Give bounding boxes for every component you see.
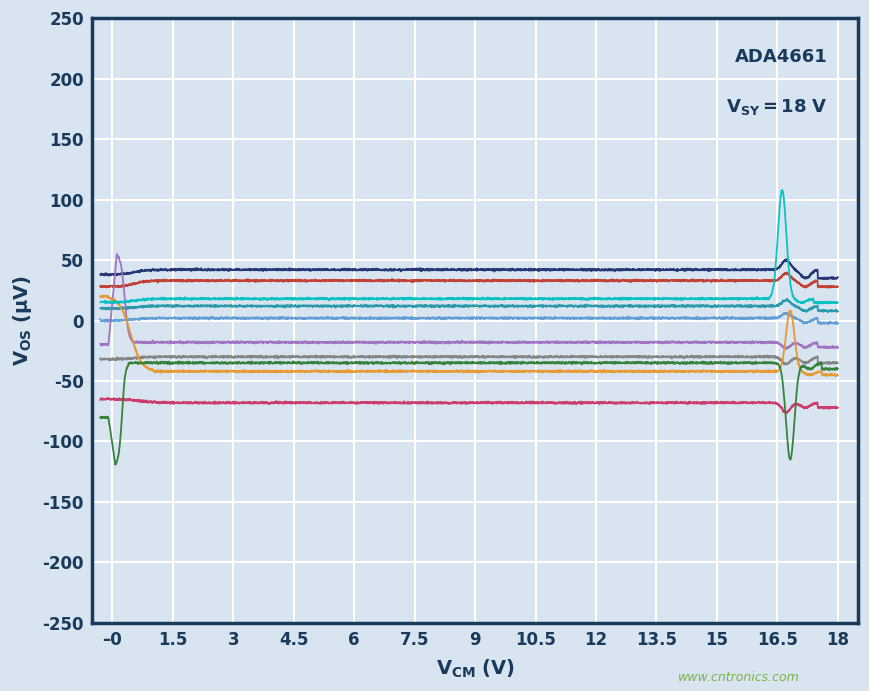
X-axis label: $\mathbf{V_{CM}\ (V)}$: $\mathbf{V_{CM}\ (V)}$	[435, 658, 514, 680]
Text: ADA4661: ADA4661	[734, 48, 827, 66]
Text: www.cntronics.com: www.cntronics.com	[678, 671, 799, 684]
Text: $\mathbf{V_{SY} = 18\ V}$: $\mathbf{V_{SY} = 18\ V}$	[726, 97, 827, 117]
Y-axis label: $\mathbf{V_{OS}\ (\mu V)}$: $\mathbf{V_{OS}\ (\mu V)}$	[11, 275, 34, 366]
